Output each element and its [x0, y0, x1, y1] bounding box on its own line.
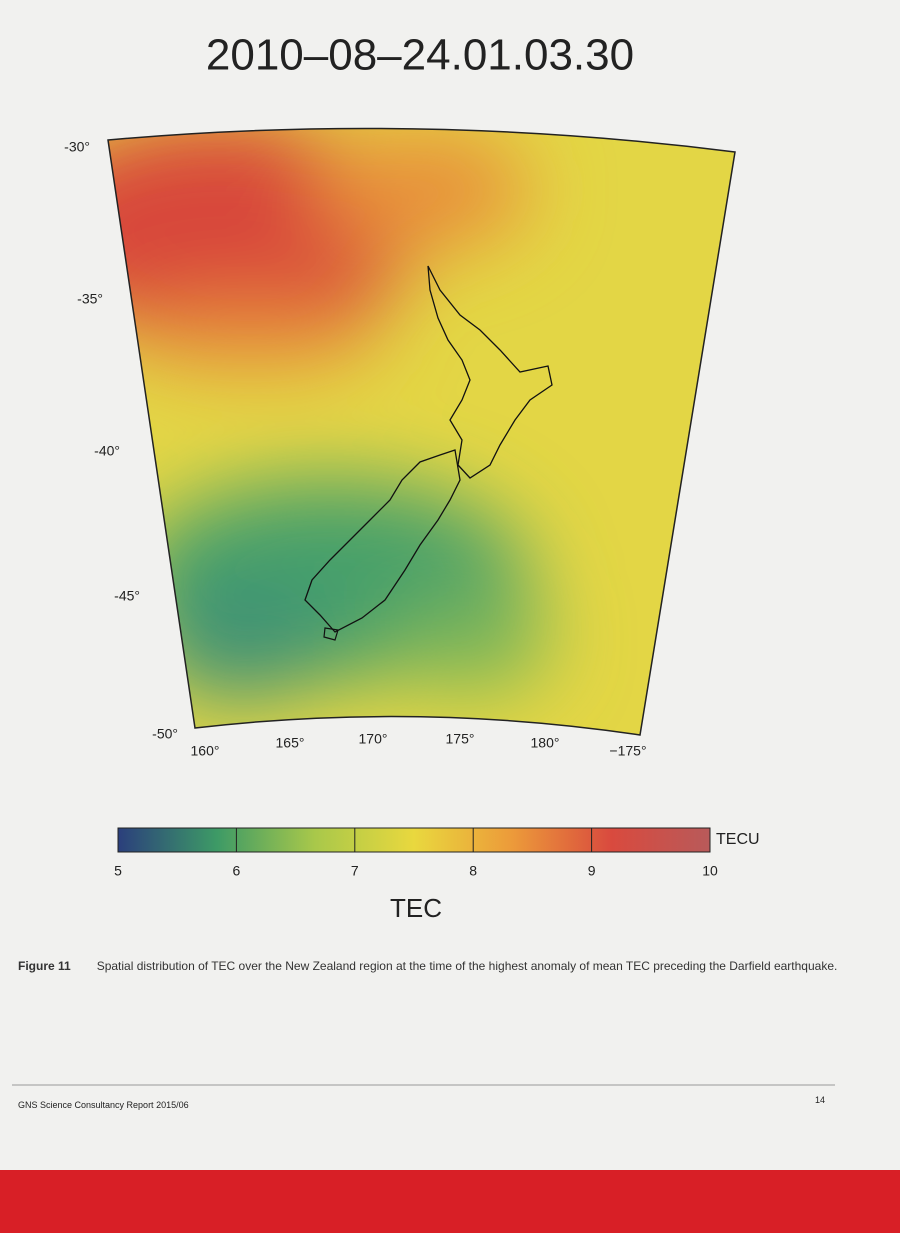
lat-label: -45° [114, 588, 140, 604]
lat-label: -40° [94, 443, 120, 459]
colorbar-tick-label: 7 [351, 863, 359, 879]
lat-label: -30° [64, 139, 90, 155]
north-island [427, 265, 553, 479]
map-frame [107, 127, 736, 736]
red-band [0, 1170, 900, 1233]
tec-map [108, 128, 735, 735]
page-number: 14 [815, 1095, 825, 1105]
colorbar-tick-label: 8 [469, 863, 477, 879]
lon-label: 160° [191, 743, 220, 759]
caption-label: Figure 11 [18, 959, 71, 973]
caption-text: Spatial distribution of TEC over the New… [96, 959, 838, 973]
colorbar-label: TEC [390, 893, 442, 923]
colorbar-tick-label: 6 [233, 863, 241, 879]
lon-label: 180° [531, 735, 560, 751]
colorbar-unit: TECU [716, 831, 760, 848]
lon-label: −175° [609, 743, 646, 759]
south-island [304, 449, 461, 633]
footer-report: GNS Science Consultancy Report 2015/06 [18, 1100, 189, 1110]
colorbar-tick-label: 10 [702, 863, 718, 879]
lon-label: 165° [276, 735, 305, 751]
lon-label: 170° [359, 731, 388, 747]
lat-label: -35° [77, 291, 103, 307]
caption: Figure 11 Spatial distribution of TEC ove… [18, 958, 838, 974]
lon-label: 175° [446, 731, 475, 747]
title: 2010–08–24.01.03.30 [206, 31, 634, 80]
stewart-island [323, 627, 339, 641]
colorbar-tick-label: 5 [114, 863, 122, 879]
lat-label: -50° [152, 726, 178, 742]
colorbar-tick-label: 9 [588, 863, 596, 879]
colorbar [117, 827, 711, 853]
